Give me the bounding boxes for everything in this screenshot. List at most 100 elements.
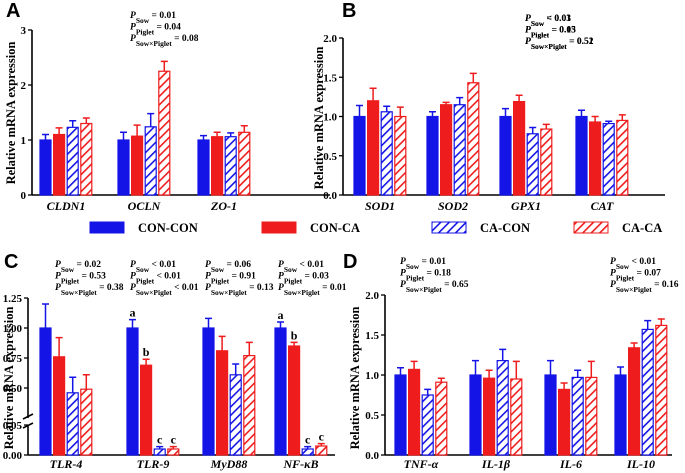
error-bar-ca-ca [469, 72, 477, 83]
y-tick-label: 0.50 [3, 383, 23, 395]
y-tick-label: 1.00 [3, 323, 23, 335]
error-bar-ca-con [147, 112, 155, 127]
p-value-text: PSow×Piglet = 0.38 [55, 283, 124, 297]
bar-con-ca-sod1 [367, 100, 380, 196]
error-bar-con-con [397, 367, 404, 375]
error-bar-con-ca [630, 342, 638, 348]
error-bar-ca-con [499, 348, 507, 361]
bar-ca-ca-gpx1 [540, 128, 553, 196]
y-axis-label: Relative mRNA expression [312, 47, 326, 190]
error-bar-ca-con [424, 388, 432, 395]
p-value-text: PSow < 0.01 [278, 260, 324, 274]
y-tick-label: 0.0 [323, 190, 337, 202]
p-value-text: PSow×Piglet = 0.16 [610, 280, 679, 294]
error-bar-con-ca [142, 358, 150, 366]
p-value-text: PPiglet < 0.01 [130, 272, 181, 286]
error-bar-ca-ca [587, 360, 595, 378]
error-bar-con-ca [213, 131, 221, 137]
p-value-text: PSow < 0.01 [610, 257, 656, 271]
error-bar-con-ca [133, 124, 141, 137]
y-tick-label: 0.0 [365, 450, 379, 462]
legend-label-ca-con: CA-CON [480, 221, 530, 235]
error-bar-con-con [277, 321, 284, 328]
legend-swatch-con-con [89, 221, 125, 234]
bar-con-ca-tlr-4 [52, 356, 66, 456]
bar-ca-ca-zo-1 [238, 131, 251, 196]
category-label: SOD2 [438, 199, 468, 213]
bar-ca-ca-il-1β [510, 378, 523, 456]
legend-swatch-con-ca [261, 221, 297, 234]
error-bar-con-ca [410, 360, 418, 370]
bar-con-ca-ocln [131, 135, 144, 196]
error-bar-ca-con [304, 445, 312, 449]
bar-ca-con-tlr-9 [153, 448, 166, 456]
error-bar-ca-con [605, 120, 613, 124]
legend-label-con-con: CON-CON [138, 221, 198, 235]
y-tick-label: 0 [21, 190, 27, 202]
bar-ca-con-il-6 [571, 376, 584, 456]
y-tick-label: 0.05 [3, 420, 23, 432]
bar-con-con-nf-κb [274, 327, 287, 456]
legend-label-ca-ca: CA-CA [622, 221, 662, 235]
bar-ca-con-cldn1 [66, 126, 79, 196]
bar-con-con-sod1 [353, 115, 366, 196]
p-value-text: PSow = 0.06 [205, 260, 251, 274]
y-tick-label: 0.00 [3, 450, 23, 462]
bar-ca-ca-ocln [158, 70, 171, 196]
panel-letter: B [342, 0, 356, 22]
error-bar-ca-con [227, 132, 235, 137]
error-bar-ca-con [69, 120, 77, 128]
error-bar-ca-con [69, 376, 77, 393]
error-bar-con-con [120, 131, 127, 140]
significance-letter: c [319, 430, 325, 444]
error-bar-con-con [547, 359, 554, 375]
significance-letter: b [143, 345, 150, 359]
p-value-text: PSow < 0.01 [130, 260, 176, 274]
y-tick-label: 2.0 [365, 290, 379, 302]
error-bar-con-ca [290, 341, 298, 346]
panel-letter: D [343, 251, 357, 273]
error-bar-ca-ca [542, 123, 550, 130]
bar-ca-ca-il-6 [585, 376, 598, 456]
y-tick-label: 3 [21, 25, 27, 37]
p-value-text: PPiglet = 0.04 [130, 23, 181, 37]
error-bar-ca-ca [618, 114, 626, 121]
error-bar-ca-ca [317, 442, 325, 446]
legend-label-con-ca: CON-CA [310, 221, 360, 235]
y-axis-label: Relative mRNA expression [4, 42, 18, 185]
error-bar-ca-con [456, 96, 464, 105]
error-bar-con-con [42, 133, 49, 140]
bar-ca-ca-cat [616, 119, 629, 196]
category-label: SOD1 [365, 199, 395, 213]
error-bar-ca-ca [169, 445, 177, 449]
bar-con-con-tlr-4 [39, 327, 52, 456]
bar-ca-con-myd88 [229, 374, 242, 456]
y-axis-label: Relative mRNA expression [348, 307, 362, 450]
category-label: OCLN [128, 199, 162, 213]
significance-letter: a [130, 306, 136, 320]
p-value-text: PPiglet = 0.18 [400, 269, 451, 283]
error-bar-con-con [200, 134, 207, 140]
error-bar-ca-ca [240, 124, 248, 133]
bar-ca-ca-myd88 [243, 355, 256, 456]
bar-con-con-il-1β [469, 374, 482, 456]
error-bar-con-ca [560, 382, 568, 390]
p-value-text: PSow×Piglet < 0.01 [130, 283, 199, 297]
bar-con-ca-zo-1 [211, 136, 224, 196]
y-tick-label: 2 [21, 80, 27, 92]
error-bar-con-con [129, 318, 136, 328]
bar-ca-ca-tnf-α [435, 381, 448, 456]
p-value-text: PPiglet = 0.91 [205, 272, 256, 286]
panel-letter: C [4, 251, 18, 273]
bar-ca-con-il-10 [641, 328, 654, 456]
significance-letter: c [305, 433, 311, 447]
bar-ca-con-il-1β [496, 360, 509, 456]
error-bar-con-ca [218, 335, 226, 351]
category-label: TNF-α [404, 457, 439, 471]
error-bar-con-con [617, 366, 624, 375]
bar-con-ca-gpx1 [512, 100, 526, 196]
error-bar-con-con [472, 359, 479, 375]
p-value-text: PSow < 0.01 [525, 14, 571, 28]
